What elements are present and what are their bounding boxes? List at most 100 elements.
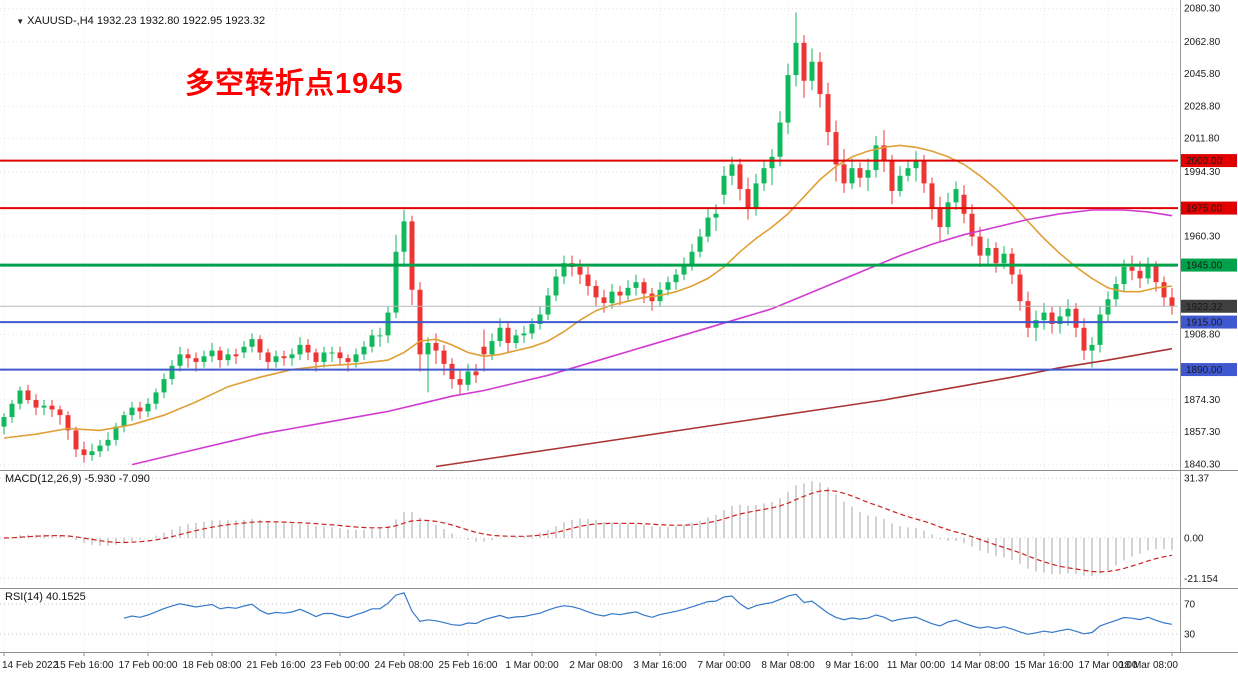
chart-annotation-text[interactable]: 多空转折点1945 <box>185 68 404 100</box>
candle <box>825 94 831 133</box>
candle <box>473 371 479 376</box>
candle <box>145 403 151 412</box>
candle <box>249 339 255 347</box>
svg-text:1874.30: 1874.30 <box>1184 395 1221 406</box>
svg-text:1908.80: 1908.80 <box>1184 329 1221 340</box>
current-price-label <box>1181 299 1237 313</box>
time-label: 11 Mar 00:00 <box>887 660 946 671</box>
candle <box>121 415 127 427</box>
candle <box>521 333 527 336</box>
candle <box>1089 344 1095 351</box>
candle <box>689 251 695 266</box>
candle <box>313 352 319 362</box>
candle <box>129 407 135 416</box>
candle <box>353 354 359 362</box>
time-label: 1 Mar 00:00 <box>505 660 559 671</box>
candle <box>545 295 551 315</box>
candle <box>929 183 935 209</box>
candle <box>577 266 583 275</box>
price-label-1890.00[interactable] <box>1181 363 1237 377</box>
svg-text:1945.00: 1945.00 <box>1186 261 1223 272</box>
candle <box>1033 320 1039 328</box>
candle <box>633 282 639 288</box>
candle <box>561 263 567 277</box>
price-label-1945.00[interactable] <box>1181 258 1237 272</box>
time-label: 7 Mar 00:00 <box>697 660 751 671</box>
svg-text:0.00: 0.00 <box>1184 534 1204 545</box>
candle <box>57 409 63 416</box>
time-label: 17 Mar 00:00 <box>1079 660 1138 671</box>
time-label: 3 Mar 16:00 <box>633 660 687 671</box>
candle <box>905 168 911 176</box>
candle <box>625 287 631 296</box>
candle <box>889 160 895 191</box>
candle <box>1025 301 1031 328</box>
candle <box>1105 299 1111 315</box>
chart-title-bar: ▼ XAUUSD-,H4 1932.23 1932.80 1922.95 1923… <box>4 3 265 39</box>
candle <box>737 164 743 190</box>
candle <box>1097 314 1103 345</box>
svg-text:1890.00: 1890.00 <box>1186 365 1223 376</box>
candle <box>1121 266 1127 285</box>
candle <box>1129 266 1135 271</box>
candle <box>1049 312 1055 324</box>
time-label: 18 Mar 08:00 <box>1119 660 1178 671</box>
candle <box>465 371 471 385</box>
candle <box>65 415 71 431</box>
candle <box>73 430 79 450</box>
candle <box>281 356 287 359</box>
candle <box>729 164 735 176</box>
candle <box>201 356 207 362</box>
candle <box>641 282 647 294</box>
candle <box>1137 270 1143 279</box>
candle <box>337 352 343 359</box>
candle <box>537 314 543 324</box>
candle <box>89 451 95 456</box>
price-label-1975.00[interactable] <box>1181 201 1237 215</box>
candle <box>1065 308 1071 317</box>
rsi-line <box>123 592 1173 635</box>
time-label: 21 Feb 16:00 <box>247 660 306 671</box>
price-label-2000.00[interactable] <box>1181 154 1237 168</box>
candle <box>529 323 535 334</box>
candle <box>385 312 391 336</box>
candle <box>17 390 23 404</box>
price-axis: 2080.30 2062.80 2045.80 2028.80 2011.80 1994.… <box>1184 4 1221 471</box>
candle <box>25 390 31 400</box>
candle <box>817 61 823 95</box>
collapse-triangle-icon[interactable]: ▼ <box>16 17 25 26</box>
ma-mid-line <box>131 209 1173 466</box>
candle <box>745 189 751 209</box>
candle <box>1 417 7 427</box>
time-label: 24 Feb 08:00 <box>375 660 434 671</box>
macd-panel: 31.37 0.00 -21.154 <box>0 474 1218 585</box>
candle <box>1161 282 1167 298</box>
candle <box>881 145 887 161</box>
candle <box>945 202 951 228</box>
gridlines <box>0 2 1178 652</box>
candle <box>841 164 847 184</box>
time-label: 23 Feb 00:00 <box>311 660 370 671</box>
svg-text:2062.80: 2062.80 <box>1184 37 1221 48</box>
candle <box>321 352 327 362</box>
candle <box>401 221 407 252</box>
candle <box>137 407 143 412</box>
rsi-indicator-label: RSI(14) 40.1525 <box>5 591 86 603</box>
candle <box>857 168 863 178</box>
candle <box>185 354 191 359</box>
price-label-1915.00[interactable] <box>1181 315 1237 329</box>
candle <box>697 236 703 252</box>
candle <box>297 344 303 355</box>
candle <box>177 354 183 366</box>
candle <box>1113 284 1119 300</box>
candle <box>305 344 311 353</box>
symbol-timeframe-label: XAUUSD-,H4 <box>27 15 94 27</box>
time-label: 15 Feb 16:00 <box>55 660 114 671</box>
svg-text:1994.30: 1994.30 <box>1184 167 1221 178</box>
macd-signal-line <box>3 489 1173 573</box>
candle <box>1073 308 1079 328</box>
candle <box>1145 265 1151 279</box>
